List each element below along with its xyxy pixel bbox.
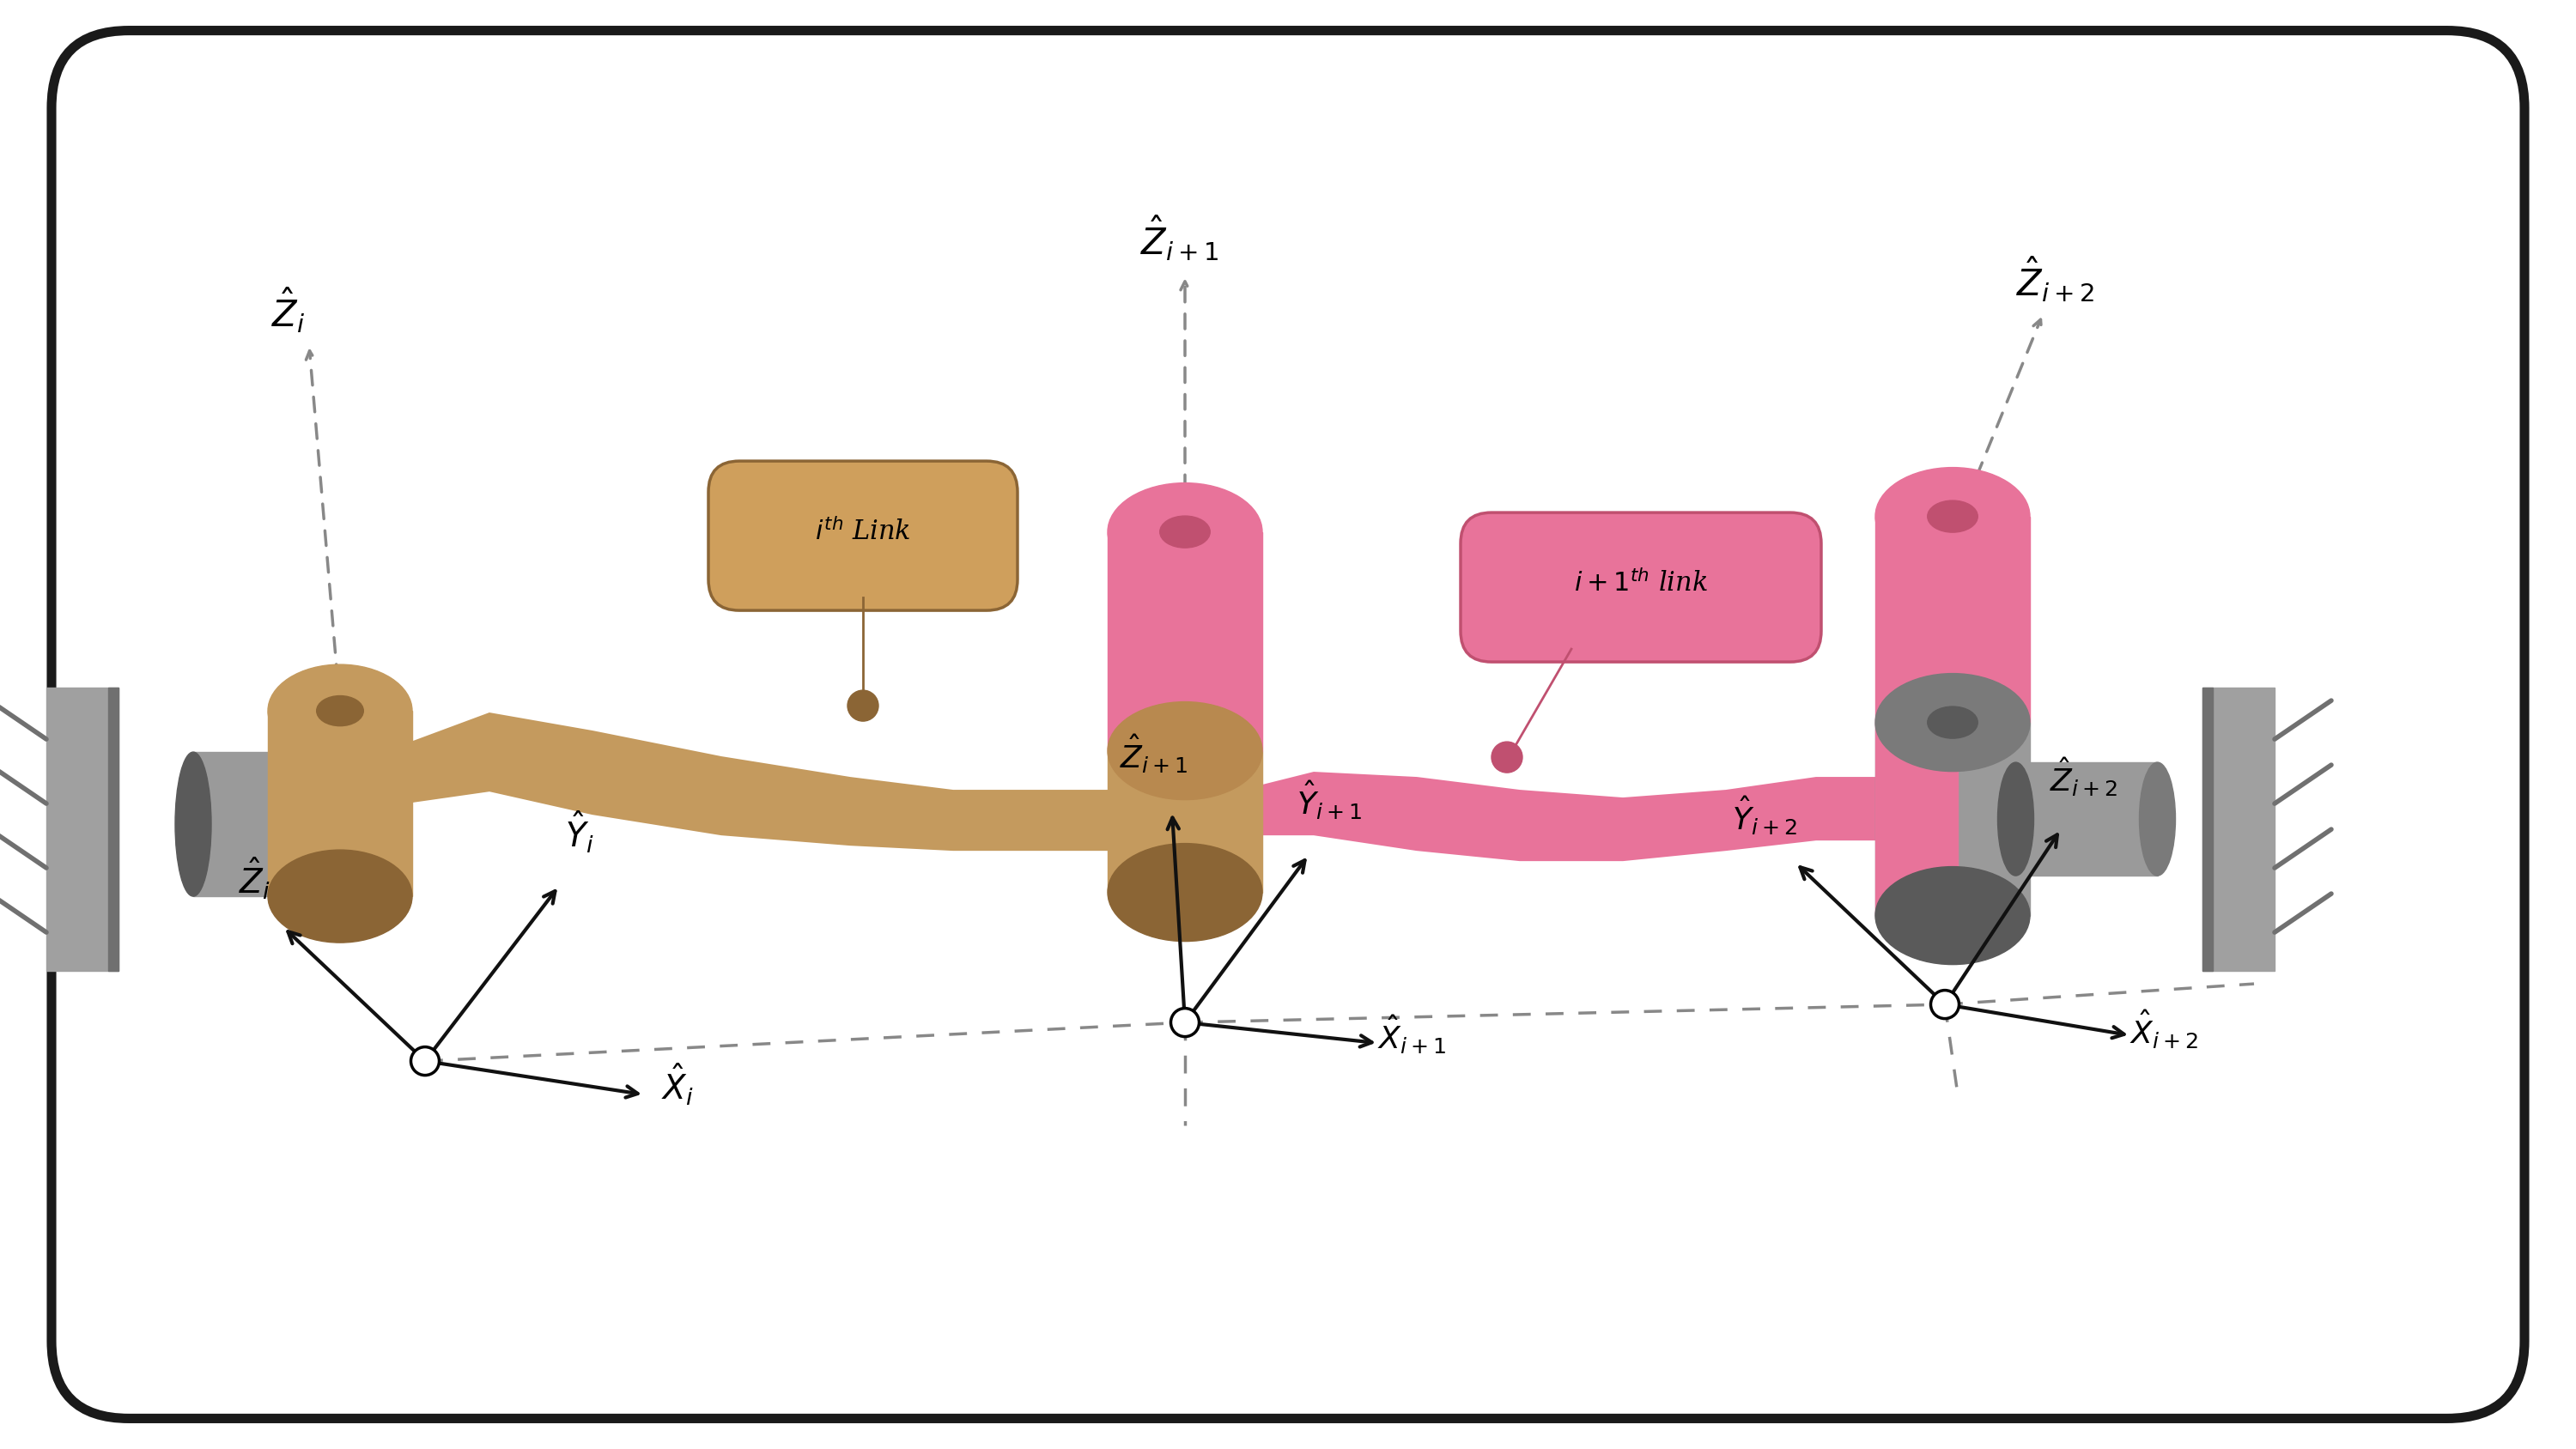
Polygon shape	[1875, 723, 1958, 916]
Ellipse shape	[1875, 468, 2030, 565]
Text: $\hat{Z}_{i+2}$: $\hat{Z}_{i+2}$	[2050, 756, 2117, 798]
Polygon shape	[108, 688, 118, 971]
Circle shape	[1492, 742, 1522, 772]
Ellipse shape	[1927, 707, 1978, 739]
FancyBboxPatch shape	[708, 461, 1018, 610]
Polygon shape	[2202, 688, 2213, 971]
Polygon shape	[1242, 772, 1880, 861]
Ellipse shape	[268, 851, 412, 943]
Text: $\hat{Z}_{i}$: $\hat{Z}_{i}$	[240, 856, 270, 901]
Text: $\hat{Z}_{i+2}$: $\hat{Z}_{i+2}$	[2017, 255, 2094, 304]
Ellipse shape	[1875, 867, 2030, 965]
FancyBboxPatch shape	[1461, 513, 1821, 662]
Circle shape	[848, 690, 878, 722]
Ellipse shape	[2138, 762, 2174, 875]
Text: $\hat{Z}_{i+1}$: $\hat{Z}_{i+1}$	[1121, 733, 1188, 775]
Text: $\hat{X}_{i+2}$: $\hat{X}_{i+2}$	[2130, 1009, 2197, 1051]
Circle shape	[412, 1048, 438, 1075]
Ellipse shape	[1875, 674, 2030, 771]
Polygon shape	[2202, 688, 2275, 971]
Polygon shape	[399, 713, 1154, 851]
Polygon shape	[1875, 516, 2030, 723]
Ellipse shape	[1999, 762, 2035, 875]
Polygon shape	[1875, 723, 2030, 916]
Polygon shape	[193, 752, 348, 897]
Ellipse shape	[175, 752, 211, 897]
Text: $i^{th}$ Link: $i^{th}$ Link	[814, 519, 912, 546]
Ellipse shape	[317, 696, 363, 726]
Text: $\hat{X}_{i}$: $\hat{X}_{i}$	[662, 1062, 693, 1107]
Text: $\hat{X}_{i+1}$: $\hat{X}_{i+1}$	[1378, 1014, 1445, 1056]
Ellipse shape	[268, 665, 412, 758]
Polygon shape	[1108, 751, 1262, 893]
Circle shape	[1932, 990, 1958, 1019]
Text: $\hat{Y}_{i}$: $\hat{Y}_{i}$	[564, 810, 595, 855]
Text: $i+1^{th}$ link: $i+1^{th}$ link	[1574, 569, 1708, 597]
Polygon shape	[268, 711, 412, 897]
Text: $\hat{Y}_{i+1}$: $\hat{Y}_{i+1}$	[1296, 780, 1363, 822]
Text: $\hat{Z}_{i}$: $\hat{Z}_{i}$	[270, 285, 307, 335]
Ellipse shape	[1108, 843, 1262, 942]
Circle shape	[1170, 1009, 1198, 1036]
Polygon shape	[2014, 762, 2159, 875]
Polygon shape	[1108, 532, 1262, 751]
Polygon shape	[46, 688, 118, 971]
Ellipse shape	[1159, 516, 1211, 548]
Ellipse shape	[330, 752, 366, 897]
Text: $\hat{Z}_{i+1}$: $\hat{Z}_{i+1}$	[1141, 214, 1218, 262]
FancyBboxPatch shape	[52, 30, 2524, 1419]
Ellipse shape	[1108, 483, 1262, 581]
Text: $\hat{Y}_{i+2}$: $\hat{Y}_{i+2}$	[1731, 796, 1798, 838]
Ellipse shape	[1108, 701, 1262, 800]
Ellipse shape	[1927, 500, 1978, 532]
